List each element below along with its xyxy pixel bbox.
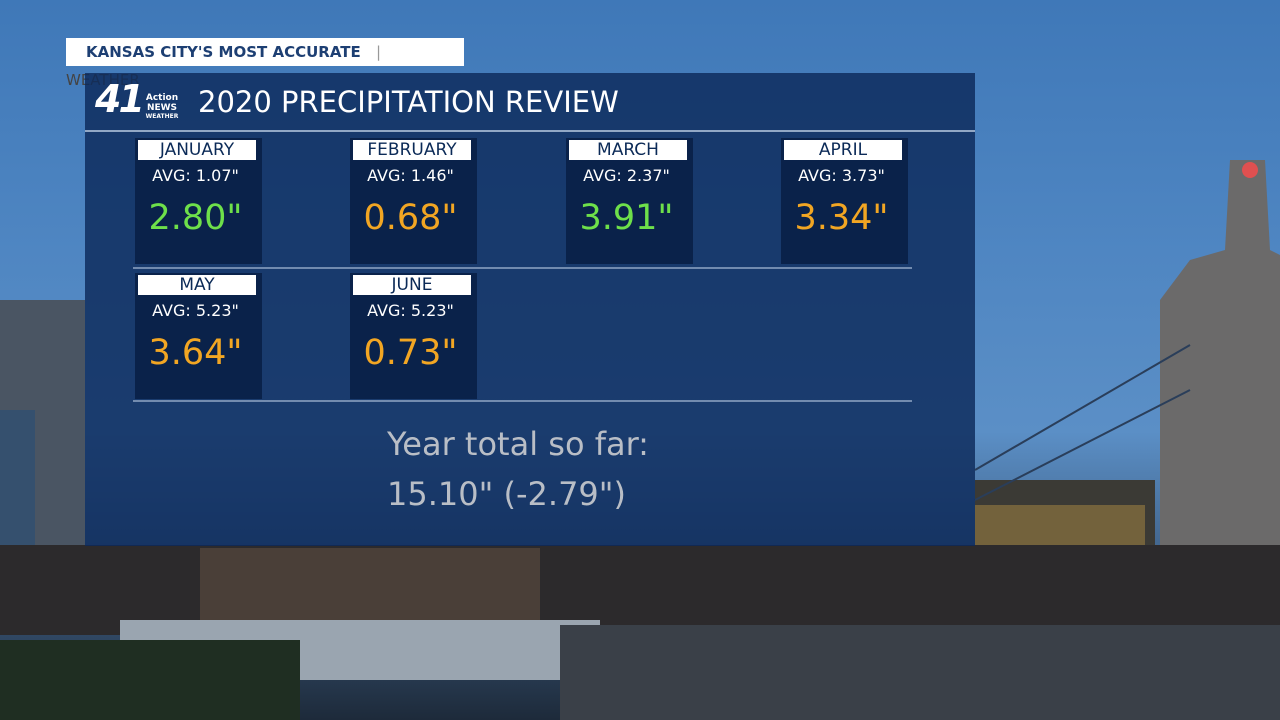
- month-name: MARCH: [569, 140, 687, 160]
- month-total: 3.64": [148, 333, 243, 373]
- month-card: APRIL AVG: 3.73" 3.34": [781, 138, 908, 264]
- cable: [974, 389, 1191, 501]
- total-label: Year total so far:: [387, 425, 649, 463]
- cable: [974, 344, 1191, 471]
- structure: [560, 625, 1280, 720]
- month-name: MAY: [138, 275, 256, 295]
- month-average: AVG: 2.37": [583, 166, 670, 185]
- month-total: 2.80": [148, 198, 243, 238]
- station-logo: 41 Action NEWS WEATHER: [95, 77, 185, 123]
- month-card: MAY AVG: 5.23" 3.64": [135, 273, 262, 399]
- month-name: JANUARY: [138, 140, 256, 160]
- logo-sub: WEATHER: [145, 113, 179, 120]
- month-total: 0.73": [363, 333, 458, 373]
- tag-divider: |: [375, 43, 382, 61]
- tag-brand: KANSAS CITY'S MOST ACCURATE: [86, 43, 361, 61]
- station-tag: KANSAS CITY'S MOST ACCURATE | WEATHER: [66, 38, 464, 89]
- logo-number: 41: [95, 77, 145, 121]
- month-total: 0.68": [363, 198, 458, 238]
- month-name: APRIL: [784, 140, 902, 160]
- month-average: AVG: 3.73": [798, 166, 885, 185]
- tower: [1160, 160, 1280, 620]
- month-total: 3.91": [579, 198, 674, 238]
- logo-brand: Action NEWS: [145, 93, 179, 113]
- month-name: JUNE: [353, 275, 471, 295]
- month-average: AVG: 1.07": [152, 166, 239, 185]
- month-average: AVG: 1.46": [367, 166, 454, 185]
- month-card: JANUARY AVG: 1.07" 2.80": [135, 138, 262, 264]
- building: [200, 548, 540, 623]
- month-card: JUNE AVG: 5.23" 0.73": [350, 273, 477, 399]
- beacon: [1242, 162, 1258, 178]
- review-panel: 41 Action NEWS WEATHER 2020 PRECIPITATIO…: [85, 73, 975, 546]
- month-average: AVG: 5.23": [367, 301, 454, 320]
- title-bar: 41 Action NEWS WEATHER 2020 PRECIPITATIO…: [85, 73, 975, 132]
- divider: [133, 400, 912, 402]
- month-card: MARCH AVG: 2.37" 3.91": [566, 138, 693, 264]
- trees: [0, 640, 300, 720]
- panel-title: 2020 PRECIPITATION REVIEW: [198, 85, 619, 119]
- month-average: AVG: 5.23": [152, 301, 239, 320]
- divider: [133, 267, 912, 269]
- month-total: 3.34": [794, 198, 889, 238]
- month-name: FEBRUARY: [353, 140, 471, 160]
- total-value: 15.10" (-2.79"): [387, 475, 626, 513]
- month-card: FEBRUARY AVG: 1.46" 0.68": [350, 138, 477, 264]
